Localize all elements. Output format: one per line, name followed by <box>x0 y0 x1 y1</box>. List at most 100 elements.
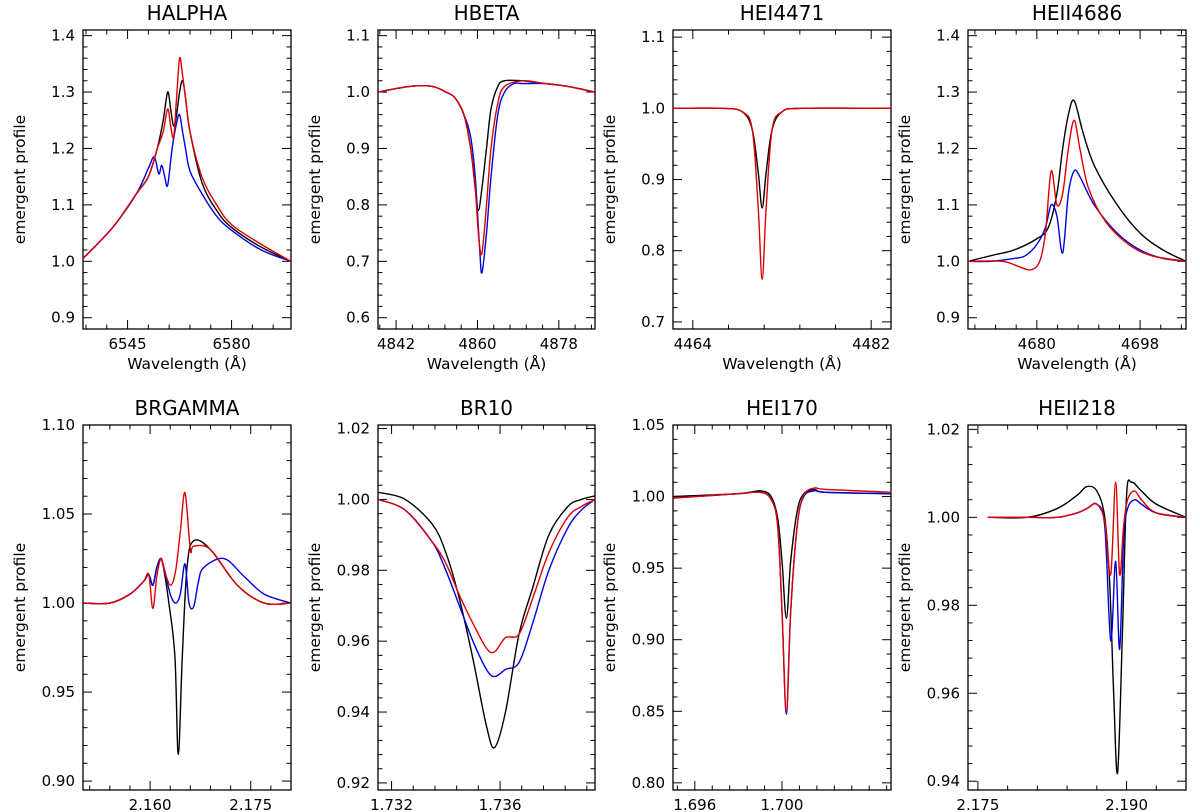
y-tick-label: 0.90 <box>42 772 75 790</box>
panel-halpha: HALPHA 0.9 1.0 1.1 1.2 1.3 1.4 6545 6580Waveleng… <box>11 1 292 373</box>
series-line-red <box>673 107 891 280</box>
series-group <box>83 56 291 262</box>
y-tick-label: 1.3 <box>936 83 960 101</box>
x-tick-label: 2.175 <box>956 796 999 812</box>
y-axis-label: emergent profile <box>11 115 29 244</box>
y-axis-label: emergent profile <box>896 543 914 672</box>
x-axis-label: Wavelength (Å) <box>427 354 547 373</box>
panel-hbeta: HBETA 0.6 0.7 0.8 0.9 1.0 1.1 4842 4860 4878Wavel… <box>306 1 596 373</box>
x-axis-label: Wavelength (Å) <box>1017 354 1137 373</box>
series-line-blue <box>968 169 1186 263</box>
series-group <box>378 491 595 749</box>
y-tick-label: 1.1 <box>51 196 75 214</box>
y-tick-label: 0.9 <box>51 309 75 327</box>
x-tick-label: 1.700 <box>761 796 804 812</box>
y-tick-label: 0.80 <box>632 774 665 792</box>
y-tick-label: 1.00 <box>927 508 960 526</box>
plot-frame <box>967 29 1187 330</box>
y-tick-label: 1.02 <box>337 420 370 438</box>
chart-title: HEI4471 <box>740 1 824 25</box>
panel-heii4686: HEII4686 0.9 1.0 1.1 1.2 1.3 1.4 4680 4698Wavele… <box>896 1 1187 373</box>
y-tick-label: 0.9 <box>936 309 960 327</box>
x-tick-label: 1.736 <box>479 796 522 812</box>
y-tick-label: 1.00 <box>632 488 665 506</box>
y-axis-label: emergent profile <box>11 543 29 672</box>
y-tick-label: 0.96 <box>927 684 960 702</box>
y-tick-label: 0.85 <box>632 702 665 720</box>
x-tick-label: 2.160 <box>129 796 172 812</box>
series-line-blue <box>987 498 1186 650</box>
series-line-red <box>673 487 891 712</box>
series-group <box>968 99 1186 271</box>
x-tick-label: 4482 <box>852 335 890 353</box>
chart-title: HEII4686 <box>1032 1 1122 25</box>
x-tick-label: 6580 <box>212 335 250 353</box>
y-tick-label: 0.9 <box>641 171 665 189</box>
y-tick-label: 1.0 <box>936 252 960 270</box>
y-tick-label: 0.92 <box>337 774 370 792</box>
plot-frame <box>82 29 292 330</box>
plot-frame <box>967 424 1187 791</box>
x-tick-label: 6545 <box>108 335 146 353</box>
y-tick-label: 1.4 <box>936 27 960 45</box>
y-tick-label: 1.05 <box>632 416 665 434</box>
panel-br10: BR100.920.940.960.981.001.021.7321.736Wa… <box>306 396 596 812</box>
series-group <box>987 479 1186 775</box>
panel-hei4471: HEI4471 0.7 0.8 0.9 1.0 1.1 4464 4482 Wavelength… <box>601 1 892 373</box>
series-line-red <box>987 481 1186 576</box>
y-tick-label: 0.94 <box>337 703 370 721</box>
y-tick-label: 1.4 <box>51 27 75 45</box>
y-tick-label: 1.0 <box>641 99 665 117</box>
plot-frame <box>377 424 596 791</box>
y-axis-label: emergent profile <box>601 543 619 672</box>
y-tick-label: 0.95 <box>42 683 75 701</box>
y-tick-label: 1.10 <box>42 416 75 434</box>
y-tick-label: 0.98 <box>337 561 370 579</box>
x-tick-label: 2.190 <box>1105 796 1148 812</box>
series-line-red <box>378 498 595 654</box>
y-tick-label: 1.1 <box>346 27 370 45</box>
chart-title: HEII218 <box>1038 396 1116 420</box>
series-line-red <box>968 119 1186 271</box>
series-line-red <box>83 56 291 262</box>
series-group <box>673 487 891 715</box>
y-tick-label: 1.1 <box>936 196 960 214</box>
series-line-black <box>378 491 595 749</box>
plot-frame <box>672 29 892 330</box>
series-line-black <box>673 488 891 619</box>
x-tick-label: 2.175 <box>229 796 272 812</box>
chart-title: BRGAMMA <box>135 396 240 420</box>
y-tick-label: 0.6 <box>346 309 370 327</box>
y-tick-label: 0.90 <box>632 631 665 649</box>
y-tick-label: 1.0 <box>51 252 75 270</box>
x-tick-label: 4860 <box>458 335 496 353</box>
y-tick-label: 0.94 <box>927 772 960 790</box>
x-tick-label: 4464 <box>674 335 712 353</box>
y-tick-label: 0.7 <box>641 313 665 331</box>
x-tick-label: 1.732 <box>370 796 413 812</box>
y-tick-label: 0.8 <box>641 242 665 260</box>
y-tick-label: 1.1 <box>641 28 665 46</box>
series-line-red <box>378 80 595 256</box>
series-line-blue <box>378 82 595 274</box>
panel-brgamma: BRGAMMA0.900.951.001.051.102.1602.175Wav… <box>11 396 292 812</box>
y-tick-label: 1.3 <box>51 83 75 101</box>
plot-frame <box>82 424 292 791</box>
y-tick-label: 1.02 <box>927 420 960 438</box>
y-tick-label: 0.7 <box>346 252 370 270</box>
chart-title: HEI170 <box>746 396 818 420</box>
series-line-black <box>378 79 595 212</box>
plot-frame <box>377 29 596 330</box>
series-group <box>673 107 891 280</box>
series-group <box>83 491 291 756</box>
y-axis-label: emergent profile <box>896 115 914 244</box>
y-tick-label: 1.00 <box>42 594 75 612</box>
y-axis-label: emergent profile <box>601 115 619 244</box>
series-line-blue <box>83 113 291 262</box>
y-tick-label: 1.2 <box>51 139 75 157</box>
panel-heii218: HEII2180.940.960.981.001.022.1752.190Wav… <box>896 396 1187 812</box>
series-group <box>378 79 595 274</box>
x-tick-label: 4878 <box>540 335 578 353</box>
series-line-blue <box>378 498 595 678</box>
